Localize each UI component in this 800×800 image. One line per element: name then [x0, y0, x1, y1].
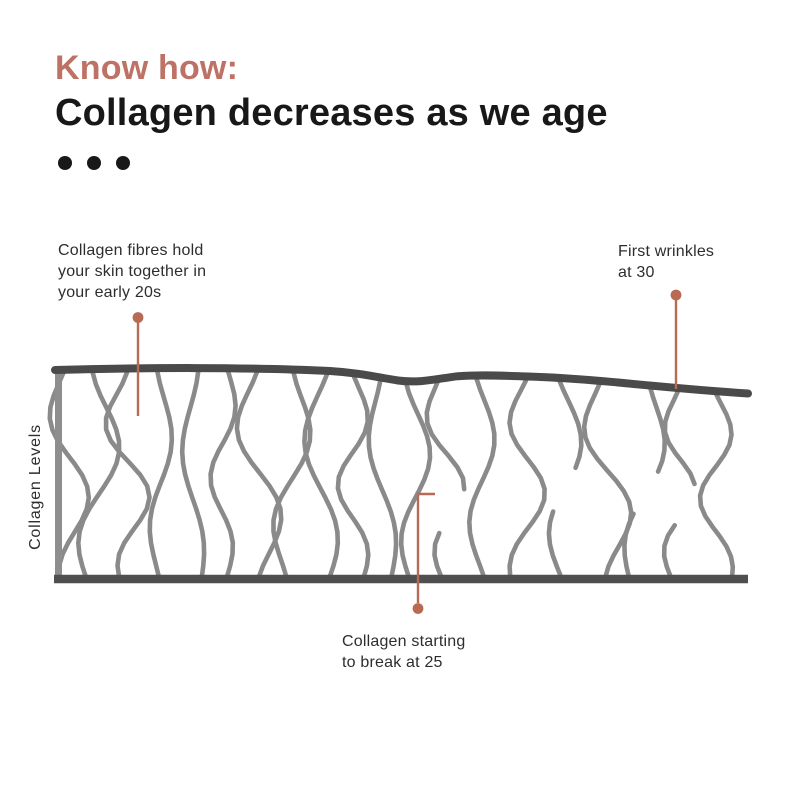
- collagen-fibre: [546, 378, 584, 580]
- collagen-fibre: [76, 370, 122, 580]
- collagen-fibre: [47, 371, 92, 580]
- collagen-fibre: [147, 369, 175, 580]
- collagen-fibre: [467, 376, 497, 580]
- annotation-first-wrinkles: First wrinkles at 30: [618, 243, 715, 281]
- fibre-field: [47, 369, 736, 580]
- collagen-fibre: [507, 376, 547, 580]
- header: Know how: Collagen decreases as we age: [55, 48, 608, 170]
- collagen-fibre: [366, 379, 399, 580]
- leader-dot-breaking-25: [412, 603, 424, 614]
- leader-lines: [132, 289, 682, 614]
- annotation-early-20s: Collagen fibres hold your skin together …: [58, 242, 207, 301]
- title-dots: [58, 155, 608, 170]
- dot: [87, 155, 101, 170]
- collagen-fibre: [179, 369, 207, 580]
- leader-line-breaking-25: [416, 492, 435, 603]
- dot: [116, 155, 130, 170]
- collagen-fibre: [398, 379, 433, 580]
- collagen-fibre: [622, 385, 667, 580]
- page-title: Collagen decreases as we age: [55, 92, 608, 135]
- collagen-fibre: [335, 375, 371, 580]
- collagen-fibre: [581, 381, 634, 580]
- collagen-fibre: [697, 391, 736, 580]
- collagen-fibre: [271, 370, 313, 580]
- dot: [58, 155, 72, 170]
- leader-dot-first-wrinkles: [670, 289, 682, 301]
- collagen-fibre: [208, 369, 238, 580]
- skin-surface-curve: [51, 364, 752, 398]
- y-axis-label: Collagen Levels: [27, 424, 44, 550]
- collagen-fibre: [302, 372, 341, 580]
- annotation-breaking-25: Collagen starting to break at 25: [342, 633, 466, 671]
- collagen-fibre: [424, 377, 467, 580]
- collagen-fibre: [661, 388, 697, 580]
- eyebrow-heading: Know how:: [55, 49, 239, 87]
- collagen-fibre: [103, 370, 152, 580]
- leader-dot-early-20s: [132, 312, 144, 323]
